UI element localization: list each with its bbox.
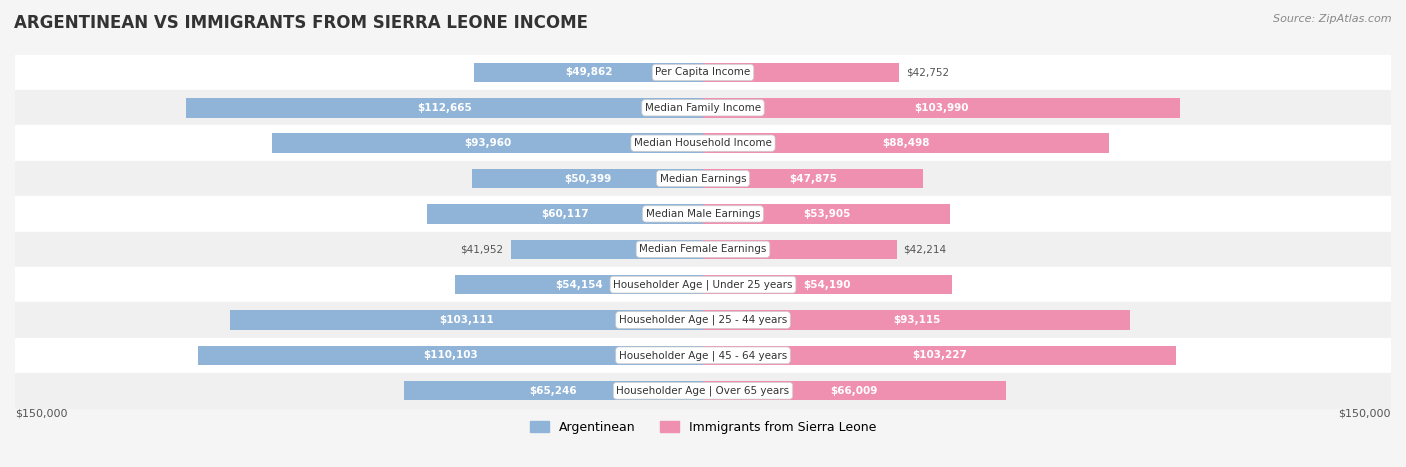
Text: Per Capita Income: Per Capita Income <box>655 67 751 78</box>
Bar <box>271 134 703 153</box>
Text: $49,862: $49,862 <box>565 67 613 78</box>
Text: $103,111: $103,111 <box>439 315 494 325</box>
Bar <box>703 310 1130 330</box>
Text: $93,115: $93,115 <box>893 315 941 325</box>
Bar <box>15 161 1391 196</box>
Text: Median Male Earnings: Median Male Earnings <box>645 209 761 219</box>
Text: $103,990: $103,990 <box>914 103 969 113</box>
Text: $66,009: $66,009 <box>831 386 879 396</box>
Bar <box>427 204 703 224</box>
Text: $65,246: $65,246 <box>530 386 578 396</box>
Bar <box>474 63 703 82</box>
Text: $110,103: $110,103 <box>423 350 478 361</box>
Text: Householder Age | Over 65 years: Householder Age | Over 65 years <box>616 385 790 396</box>
Bar <box>15 196 1391 232</box>
Legend: Argentinean, Immigrants from Sierra Leone: Argentinean, Immigrants from Sierra Leon… <box>524 416 882 439</box>
Bar <box>186 98 703 118</box>
Text: $88,498: $88,498 <box>882 138 929 148</box>
Bar <box>703 381 1005 400</box>
Text: Median Family Income: Median Family Income <box>645 103 761 113</box>
Text: Source: ZipAtlas.com: Source: ZipAtlas.com <box>1274 14 1392 24</box>
Bar <box>454 275 703 294</box>
Text: $47,875: $47,875 <box>789 174 837 184</box>
Bar <box>703 275 952 294</box>
Text: Householder Age | 25 - 44 years: Householder Age | 25 - 44 years <box>619 315 787 325</box>
Bar <box>15 55 1391 90</box>
Text: $54,154: $54,154 <box>555 280 603 290</box>
Bar <box>703 169 922 188</box>
Text: Median Household Income: Median Household Income <box>634 138 772 148</box>
Text: $42,214: $42,214 <box>904 244 946 254</box>
Bar <box>15 232 1391 267</box>
Bar <box>15 373 1391 409</box>
Text: $150,000: $150,000 <box>1339 409 1391 419</box>
Text: $150,000: $150,000 <box>15 409 67 419</box>
Bar <box>703 134 1109 153</box>
Bar <box>472 169 703 188</box>
Bar <box>703 346 1177 365</box>
Bar <box>510 240 703 259</box>
Text: $54,190: $54,190 <box>803 280 851 290</box>
Bar <box>15 302 1391 338</box>
Bar <box>15 267 1391 302</box>
Bar <box>15 126 1391 161</box>
Text: $103,227: $103,227 <box>912 350 967 361</box>
Text: $60,117: $60,117 <box>541 209 589 219</box>
Text: $112,665: $112,665 <box>418 103 472 113</box>
Bar <box>703 240 897 259</box>
Text: ARGENTINEAN VS IMMIGRANTS FROM SIERRA LEONE INCOME: ARGENTINEAN VS IMMIGRANTS FROM SIERRA LE… <box>14 14 588 32</box>
Bar <box>703 98 1180 118</box>
Text: $42,752: $42,752 <box>905 67 949 78</box>
Bar <box>198 346 703 365</box>
Text: $50,399: $50,399 <box>564 174 612 184</box>
Bar <box>231 310 703 330</box>
Text: $41,952: $41,952 <box>461 244 503 254</box>
Text: Householder Age | 45 - 64 years: Householder Age | 45 - 64 years <box>619 350 787 361</box>
Bar <box>703 204 950 224</box>
Bar <box>15 90 1391 126</box>
Bar <box>15 338 1391 373</box>
Text: Median Female Earnings: Median Female Earnings <box>640 244 766 254</box>
Text: Householder Age | Under 25 years: Householder Age | Under 25 years <box>613 279 793 290</box>
Text: Median Earnings: Median Earnings <box>659 174 747 184</box>
Text: $53,905: $53,905 <box>803 209 851 219</box>
Bar <box>703 63 898 82</box>
Bar <box>404 381 703 400</box>
Text: $93,960: $93,960 <box>464 138 512 148</box>
